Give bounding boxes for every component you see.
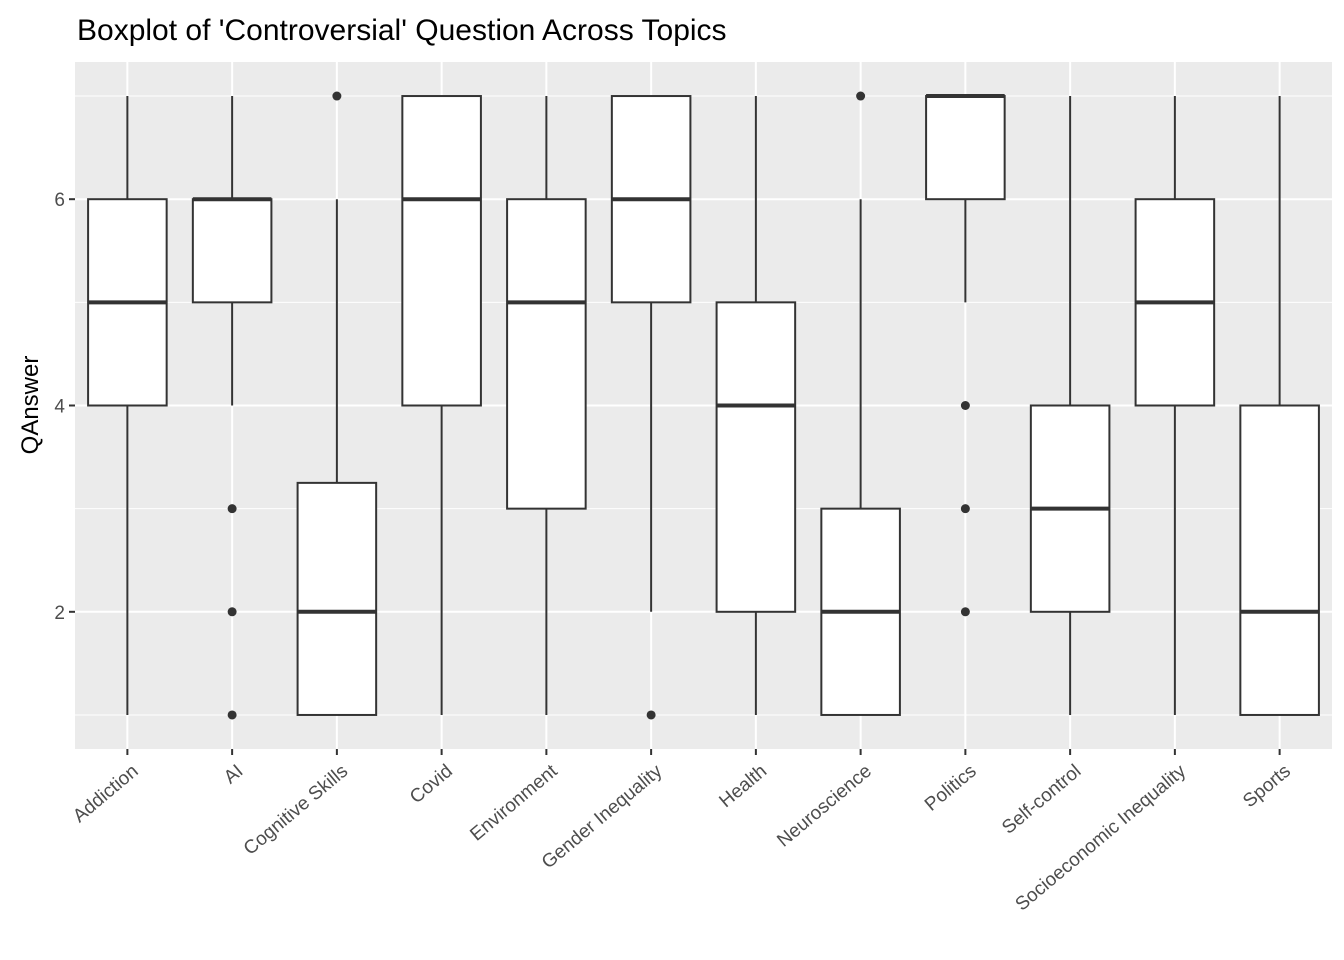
outlier-point (646, 710, 656, 720)
outlier-point (960, 504, 970, 514)
x-tick-label: Self-control (998, 761, 1085, 839)
y-tick-label: 6 (54, 190, 65, 211)
x-tick-label: Environment (466, 760, 562, 845)
box-socioeconomic-inequality (1134, 96, 1216, 715)
box-iqr (1239, 404, 1320, 716)
box-sports (1239, 96, 1320, 716)
box-iqr (506, 198, 587, 510)
box-covid (401, 95, 482, 715)
y-axis: 2 4 6 (54, 190, 75, 624)
outlier-point (227, 710, 237, 720)
boxes-layer (87, 91, 1320, 720)
x-tick-label: Covid (406, 761, 457, 808)
outlier-point (227, 504, 237, 514)
box-iqr (401, 95, 482, 407)
box-neuroscience (820, 91, 901, 716)
x-tick-label: Sports (1239, 761, 1295, 812)
y-tick-label: 4 (54, 397, 65, 418)
box-environment (506, 96, 587, 715)
outlier-point (856, 91, 866, 101)
y-axis-title: QAnswer (17, 356, 44, 455)
x-tick-label: Addiction (69, 761, 142, 827)
box-cognitive-skills (296, 91, 378, 716)
chart-title: Boxplot of 'Controversial' Question Acro… (77, 14, 727, 47)
box-iqr (925, 95, 1006, 201)
box-politics (925, 94, 1006, 617)
box-addiction (87, 96, 168, 715)
outlier-point (960, 607, 970, 617)
x-tick-label: Health (716, 761, 772, 812)
box-iqr (191, 198, 273, 304)
x-tick-label: Cognitive Skills (240, 761, 352, 860)
y-tick-label: 2 (54, 603, 65, 624)
box-self-control (1029, 96, 1111, 715)
box-gender-inequality (610, 95, 692, 720)
outlier-point (227, 607, 237, 617)
x-tick-label: Socioeconomic Inequality (1012, 760, 1191, 915)
x-tick-label: Neuroscience (773, 761, 875, 852)
x-tick-label: Politics (921, 761, 981, 816)
box-iqr (296, 481, 378, 716)
outlier-point (960, 401, 970, 410)
box-iqr (715, 301, 797, 613)
x-tick-label: AI (220, 761, 247, 789)
box-ai (191, 96, 273, 720)
outlier-point (332, 91, 342, 101)
box-health (715, 96, 797, 715)
